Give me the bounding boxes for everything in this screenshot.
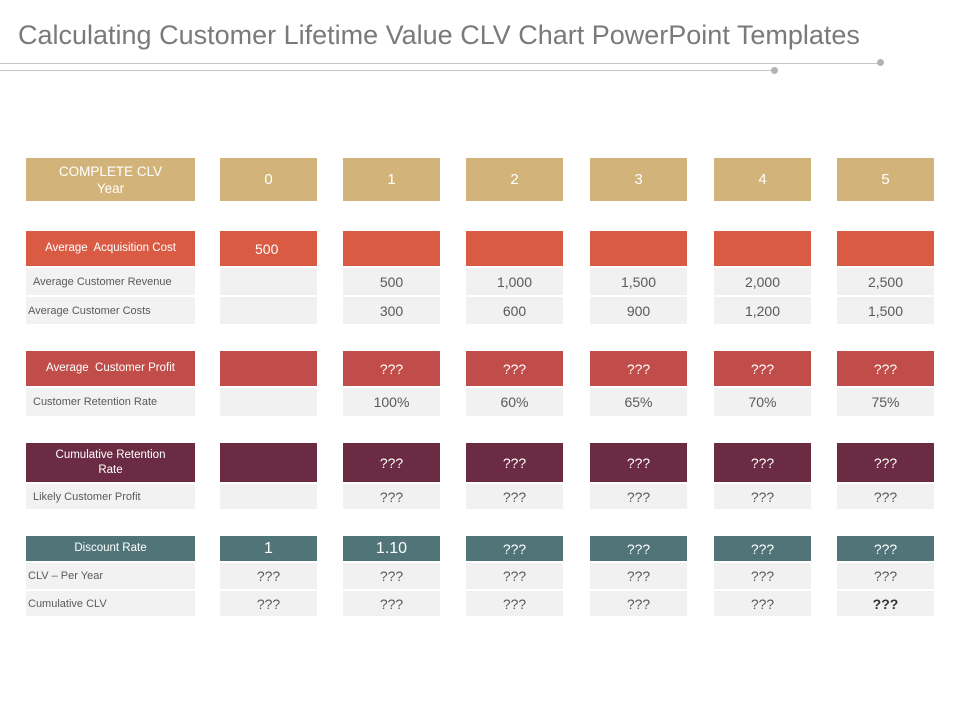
header-label: COMPLETE CLV Year — [58, 163, 163, 196]
retention-rate-value: 75% — [837, 388, 934, 416]
page-title: Calculating Customer Lifetime Value CLV … — [18, 20, 860, 50]
underline-dot-top — [877, 59, 884, 66]
discount-rate-value: ??? — [590, 536, 687, 561]
customer-profit-value: ??? — [714, 351, 811, 386]
clv-per-year-value: ??? — [466, 563, 563, 589]
clv-per-year-value: ??? — [714, 563, 811, 589]
revenue-empty-cell — [220, 268, 317, 295]
acquisition-cost-cell — [590, 231, 687, 266]
customer-profit-value: ??? — [590, 351, 687, 386]
likely-profit-empty-cell — [220, 484, 317, 509]
likely-profit-value: ??? — [466, 484, 563, 509]
cumulative-retention-label: Cumulative Retention Rate — [26, 443, 195, 482]
retention-rate-value: 60% — [466, 388, 563, 416]
likely-profit-value: ??? — [714, 484, 811, 509]
retention-rate-value: 65% — [590, 388, 687, 416]
costs-empty-cell — [220, 297, 317, 324]
costs-label: Average Customer Costs — [26, 297, 195, 324]
retention-rate-value: 100% — [343, 388, 440, 416]
costs-value: 1,200 — [714, 297, 811, 324]
customer-profit-label: Average Customer Profit — [26, 351, 195, 386]
cumulative-clv-value: ??? — [714, 591, 811, 616]
clv-per-year-value: ??? — [590, 563, 687, 589]
discount-rate-value: 1.10 — [343, 536, 440, 561]
title-underline-bottom — [0, 70, 772, 71]
customer-profit-empty-cell — [220, 351, 317, 386]
costs-value: 900 — [590, 297, 687, 324]
customer-profit-value: ??? — [343, 351, 440, 386]
revenue-label: Average Customer Revenue — [26, 268, 195, 295]
clv-per-year-value: ??? — [343, 563, 440, 589]
acquisition-cost-cell — [343, 231, 440, 266]
retention-rate-value: 70% — [714, 388, 811, 416]
likely-profit-value: ??? — [343, 484, 440, 509]
acquisition-cost-cell — [714, 231, 811, 266]
discount-rate-value: ??? — [837, 536, 934, 561]
year-label: 2 — [510, 171, 519, 188]
acquisition-cost-cell — [837, 231, 934, 266]
cumulative-clv-value: ??? — [220, 591, 317, 616]
year-header: 5 — [837, 158, 934, 201]
revenue-value: 1,500 — [590, 268, 687, 295]
revenue-value: 2,000 — [714, 268, 811, 295]
customer-profit-value: ??? — [466, 351, 563, 386]
year-header: 4 — [714, 158, 811, 201]
year-label: 1 — [387, 171, 396, 188]
cumulative-clv-value: ??? — [466, 591, 563, 616]
discount-rate-value: 1 — [220, 536, 317, 561]
acquisition-cost-text: 500 — [255, 240, 279, 257]
underline-dot-bottom — [771, 67, 778, 74]
year-header: 0 — [220, 158, 317, 201]
cumulative-retention-value: ??? — [466, 443, 563, 482]
title-underline-top — [0, 63, 878, 64]
costs-value: 300 — [343, 297, 440, 324]
costs-value: 1,500 — [837, 297, 934, 324]
year-header: 3 — [590, 158, 687, 201]
revenue-value: 500 — [343, 268, 440, 295]
likely-profit-value: ??? — [837, 484, 934, 509]
clv-per-year-value: ??? — [220, 563, 317, 589]
acquisition-cost-value: 500 — [220, 231, 317, 266]
year-header: 1 — [343, 158, 440, 201]
likely-profit-value: ??? — [590, 484, 687, 509]
costs-value: 600 — [466, 297, 563, 324]
cumulative-clv-value: ??? — [343, 591, 440, 616]
revenue-value: 1,000 — [466, 268, 563, 295]
year-label: 0 — [264, 171, 273, 188]
retention-rate-empty-cell — [220, 388, 317, 416]
cumulative-retention-value: ??? — [837, 443, 934, 482]
retention-rate-label: Customer Retention Rate — [26, 388, 195, 416]
header-label-cell: COMPLETE CLV Year — [26, 158, 195, 201]
customer-profit-value: ??? — [837, 351, 934, 386]
year-header: 2 — [466, 158, 563, 201]
cumulative-retention-empty-cell — [220, 443, 317, 482]
cumulative-clv-value: ??? — [590, 591, 687, 616]
clv-per-year-value: ??? — [837, 563, 934, 589]
cumulative-clv-total: ??? — [837, 591, 934, 616]
acquisition-cost-label: Average Acquisition Cost — [26, 231, 195, 266]
discount-rate-label: Discount Rate — [26, 536, 195, 561]
year-label: 3 — [634, 171, 643, 188]
likely-profit-label: Likely Customer Profit — [26, 484, 195, 509]
acquisition-cost-cell — [466, 231, 563, 266]
cumulative-retention-value: ??? — [714, 443, 811, 482]
year-label: 4 — [758, 171, 767, 188]
discount-rate-value: ??? — [466, 536, 563, 561]
discount-rate-value: ??? — [714, 536, 811, 561]
cumulative-clv-label: Cumulative CLV — [26, 591, 195, 616]
cumulative-retention-value: ??? — [343, 443, 440, 482]
clv-per-year-label: CLV – Per Year — [26, 563, 195, 589]
year-label: 5 — [881, 171, 890, 188]
revenue-value: 2,500 — [837, 268, 934, 295]
cumulative-retention-value: ??? — [590, 443, 687, 482]
